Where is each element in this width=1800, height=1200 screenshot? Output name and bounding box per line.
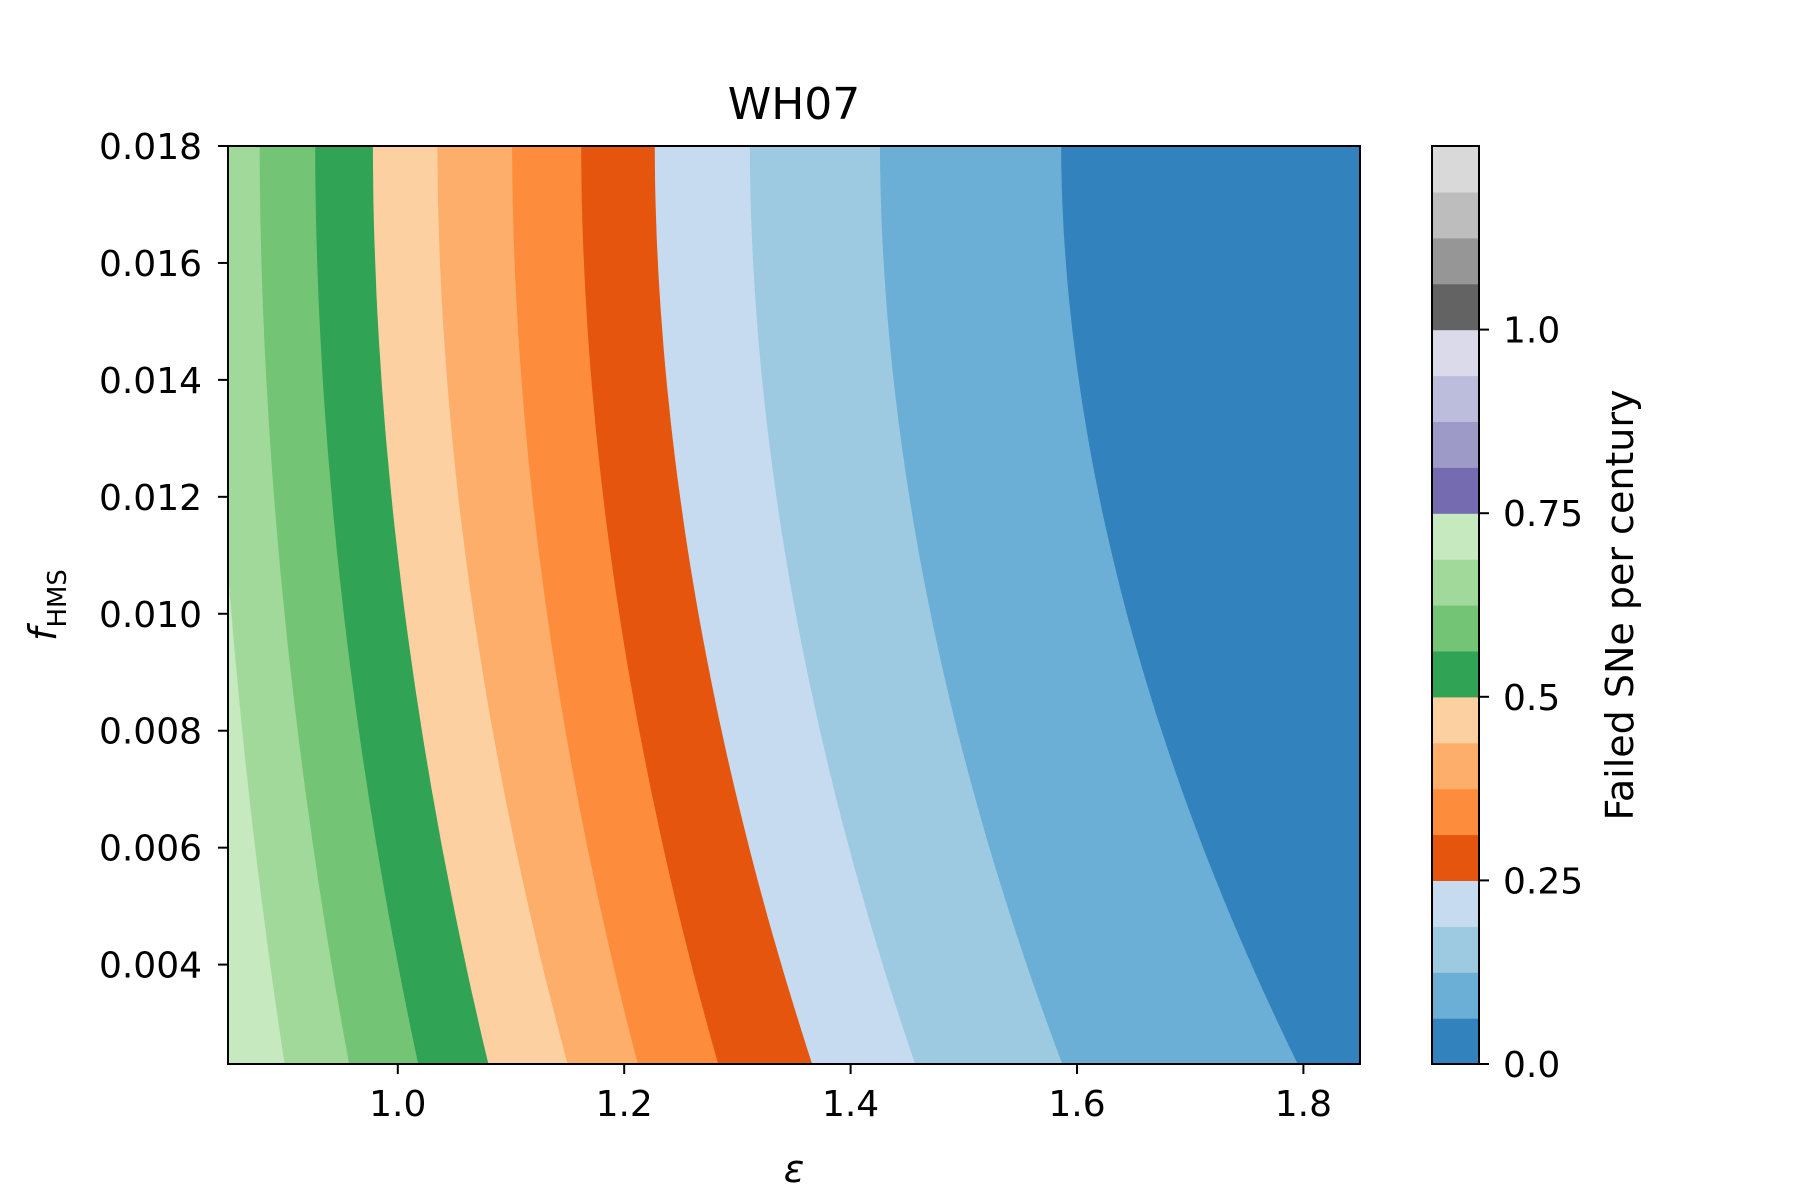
- colorbar-frame: [1431, 145, 1480, 1065]
- colorbar-ticks: 0.0 0.25 0.5 0.75 1.0: [1479, 311, 1583, 1086]
- colorbar-swatch: [1432, 650, 1479, 698]
- contour-bands: [228, 146, 1298, 1064]
- colorbar: [1432, 146, 1479, 1065]
- colorbar-swatch: [1432, 742, 1479, 790]
- colorbar-swatch: [1432, 421, 1479, 468]
- y-tick-label: 0.018: [99, 127, 202, 168]
- colorbar-tick-label: 0.75: [1503, 494, 1583, 535]
- y-tick-label: 0.012: [99, 478, 202, 519]
- colorbar-swatch: [1432, 696, 1479, 744]
- colorbar-swatch: [1432, 1018, 1479, 1065]
- x-tick-label: 1.0: [369, 1084, 426, 1125]
- colorbar-swatch: [1432, 375, 1479, 422]
- colorbar-tick-label: 0.25: [1503, 861, 1583, 902]
- colorbar-swatch: [1432, 146, 1479, 193]
- colorbar-tick-label: 0.5: [1503, 678, 1560, 719]
- colorbar-swatch: [1432, 283, 1479, 331]
- chart-title: WH07: [728, 79, 861, 130]
- colorbar-swatch: [1432, 513, 1479, 560]
- y-axis-ticks: 0.004 0.006 0.008 0.010 0.012 0.014 0.016 0.018: [99, 127, 228, 987]
- plot-area: [228, 146, 1360, 1064]
- colorbar-swatch: [1432, 467, 1479, 514]
- colorbar-tick-label: 0.0: [1503, 1045, 1560, 1086]
- y-tick-label: 0.010: [99, 595, 202, 636]
- contour-band: [228, 146, 350, 1064]
- colorbar-swatch: [1432, 237, 1479, 285]
- y-tick-label: 0.006: [99, 829, 202, 870]
- y-tick-label: 0.008: [99, 712, 202, 753]
- colorbar-swatch: [1432, 191, 1479, 239]
- contour-band: [228, 570, 285, 1064]
- colorbar-swatch: [1432, 605, 1479, 652]
- y-tick-label: 0.014: [99, 361, 202, 402]
- colorbar-label: Failed SNe per century: [1598, 389, 1642, 820]
- colorbar-swatch: [1432, 559, 1479, 606]
- y-axis-label: fHMS: [21, 569, 73, 641]
- colorbar-tick-label: 1.0: [1503, 311, 1560, 352]
- colorbar-swatch: [1432, 880, 1479, 927]
- plot-frame: [227, 145, 1361, 1065]
- y-tick-label: 0.004: [99, 946, 202, 987]
- y-tick-label: 0.016: [99, 244, 202, 285]
- x-tick-label: 1.2: [596, 1084, 653, 1125]
- x-tick-label: 1.4: [822, 1084, 879, 1125]
- x-tick-label: 1.6: [1048, 1084, 1105, 1125]
- x-axis-ticks: 1.0 1.2 1.4 1.6 1.8: [369, 1064, 1332, 1125]
- x-tick-label: 1.8: [1275, 1084, 1332, 1125]
- colorbar-swatch: [1432, 972, 1479, 1019]
- x-axis-label: ε: [784, 1147, 805, 1191]
- colorbar-swatch: [1432, 329, 1479, 377]
- colorbar-swatch: [1432, 926, 1479, 973]
- colorbar-swatch: [1432, 788, 1479, 836]
- colorbar-swatch: [1432, 834, 1479, 881]
- y-axis-label-subscript: HMS: [43, 569, 73, 628]
